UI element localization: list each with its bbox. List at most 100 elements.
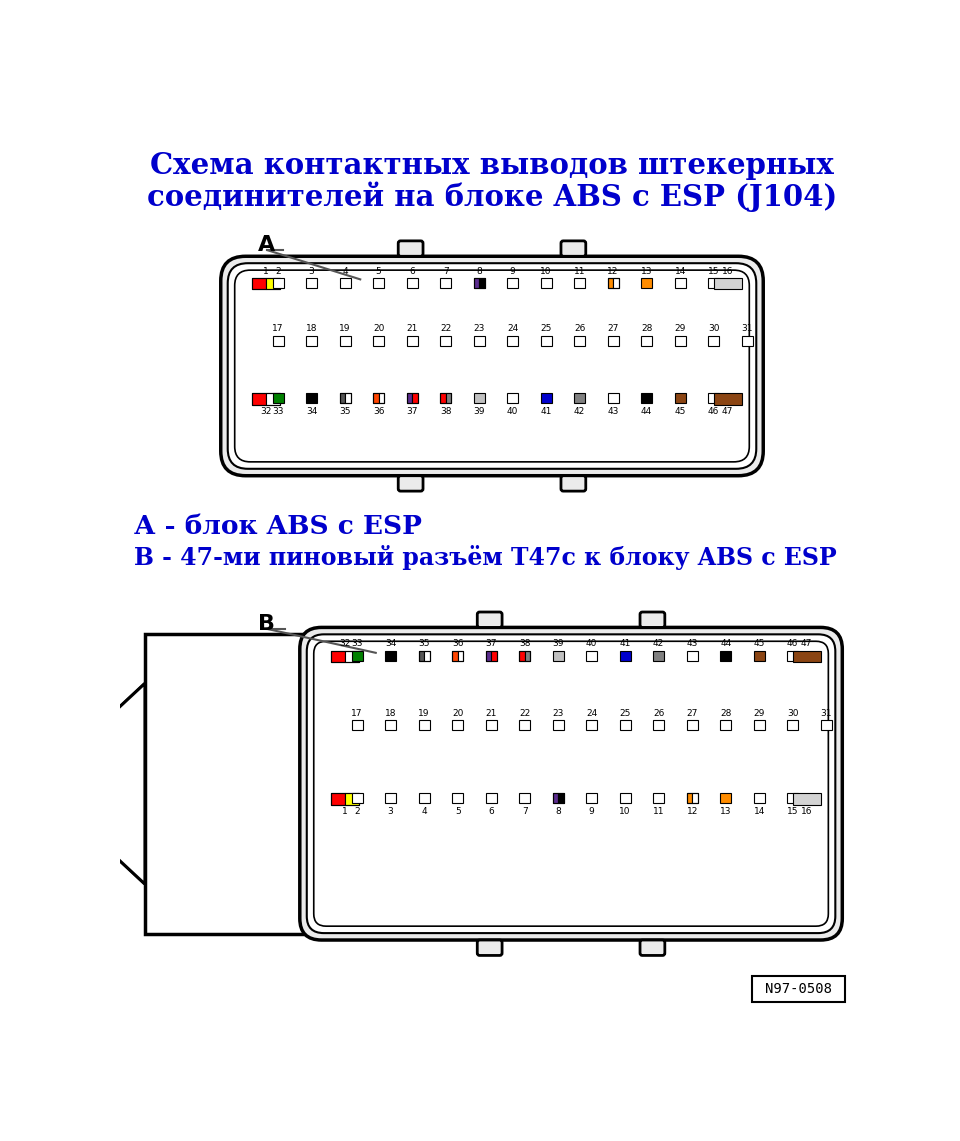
Bar — [708, 335, 719, 346]
Bar — [821, 720, 831, 730]
Bar — [441, 277, 451, 288]
Bar — [385, 650, 396, 661]
Text: 47: 47 — [722, 407, 733, 416]
Bar — [686, 650, 698, 661]
Bar — [793, 793, 821, 804]
Bar — [306, 394, 317, 403]
FancyBboxPatch shape — [221, 257, 763, 476]
Text: 4: 4 — [421, 807, 427, 816]
Bar — [351, 720, 363, 730]
Bar — [608, 394, 618, 403]
Text: 11: 11 — [574, 267, 586, 275]
FancyBboxPatch shape — [307, 634, 835, 933]
Text: 21: 21 — [486, 709, 497, 718]
Bar — [441, 335, 451, 346]
Bar — [787, 650, 798, 661]
Bar — [540, 277, 552, 288]
Bar — [713, 394, 741, 405]
Text: 17: 17 — [273, 324, 284, 333]
Bar — [273, 394, 283, 403]
Bar — [378, 394, 384, 403]
Text: 12: 12 — [608, 267, 619, 275]
Text: 40: 40 — [586, 639, 597, 648]
Text: 26: 26 — [653, 709, 664, 718]
Text: 13: 13 — [720, 807, 732, 816]
Bar — [507, 335, 518, 346]
Bar — [787, 720, 798, 730]
Bar — [519, 793, 530, 803]
Bar — [492, 650, 496, 661]
Text: 38: 38 — [519, 639, 531, 648]
Polygon shape — [108, 683, 145, 884]
Bar — [412, 394, 418, 403]
Text: 16: 16 — [722, 267, 733, 275]
Bar — [553, 793, 558, 803]
FancyBboxPatch shape — [300, 628, 842, 940]
Text: 2: 2 — [354, 807, 360, 816]
Bar — [266, 277, 279, 290]
Text: 11: 11 — [653, 807, 664, 816]
Text: 14: 14 — [754, 807, 765, 816]
Bar — [331, 793, 359, 804]
Text: 43: 43 — [608, 407, 619, 416]
Text: 20: 20 — [452, 709, 464, 718]
Text: 39: 39 — [473, 407, 485, 416]
Bar — [713, 277, 741, 290]
Bar — [574, 335, 585, 346]
Bar — [787, 793, 798, 803]
Text: 8: 8 — [476, 267, 482, 275]
Bar — [553, 650, 564, 661]
Bar — [424, 650, 429, 661]
Bar — [373, 277, 384, 288]
Text: 6: 6 — [489, 807, 494, 816]
Text: В - 47-ми пиновый разъём Т47с к блоку ABS с ESP: В - 47-ми пиновый разъём Т47с к блоку AB… — [134, 545, 837, 570]
Bar — [708, 277, 719, 288]
Bar — [441, 394, 451, 403]
FancyBboxPatch shape — [398, 241, 423, 257]
Bar — [407, 394, 418, 403]
Bar — [252, 277, 279, 290]
Bar — [473, 335, 485, 346]
Bar — [419, 720, 429, 730]
Bar — [686, 720, 698, 730]
Bar — [331, 650, 359, 662]
Bar — [473, 394, 485, 403]
Text: 42: 42 — [653, 639, 664, 648]
Text: 28: 28 — [720, 709, 732, 718]
Text: 39: 39 — [552, 639, 564, 648]
Text: 31: 31 — [821, 709, 832, 718]
Bar — [519, 650, 530, 661]
Bar — [754, 650, 764, 661]
Text: 1: 1 — [342, 807, 348, 816]
FancyBboxPatch shape — [640, 940, 665, 955]
Text: 34: 34 — [306, 407, 318, 416]
Bar — [452, 793, 463, 803]
Text: 43: 43 — [686, 639, 698, 648]
Bar — [340, 394, 350, 403]
Bar — [306, 335, 317, 346]
Bar — [473, 277, 479, 288]
Text: 25: 25 — [619, 709, 631, 718]
Text: 18: 18 — [385, 709, 396, 718]
Text: 10: 10 — [619, 807, 631, 816]
Bar — [306, 277, 317, 288]
Text: 25: 25 — [540, 324, 552, 333]
Text: 45: 45 — [754, 639, 765, 648]
Bar — [458, 650, 463, 661]
Bar — [525, 650, 530, 661]
Bar — [720, 650, 732, 661]
Text: 23: 23 — [473, 324, 485, 333]
Text: 22: 22 — [440, 324, 451, 333]
Bar — [340, 277, 350, 288]
Text: 35: 35 — [339, 407, 350, 416]
Text: 1: 1 — [263, 267, 269, 275]
Bar — [742, 335, 753, 346]
Bar — [675, 394, 685, 403]
Text: 19: 19 — [339, 324, 350, 333]
Bar — [345, 394, 350, 403]
Bar — [340, 335, 350, 346]
Bar — [653, 793, 664, 803]
Bar — [519, 650, 525, 661]
FancyBboxPatch shape — [314, 641, 828, 926]
Bar — [452, 720, 463, 730]
